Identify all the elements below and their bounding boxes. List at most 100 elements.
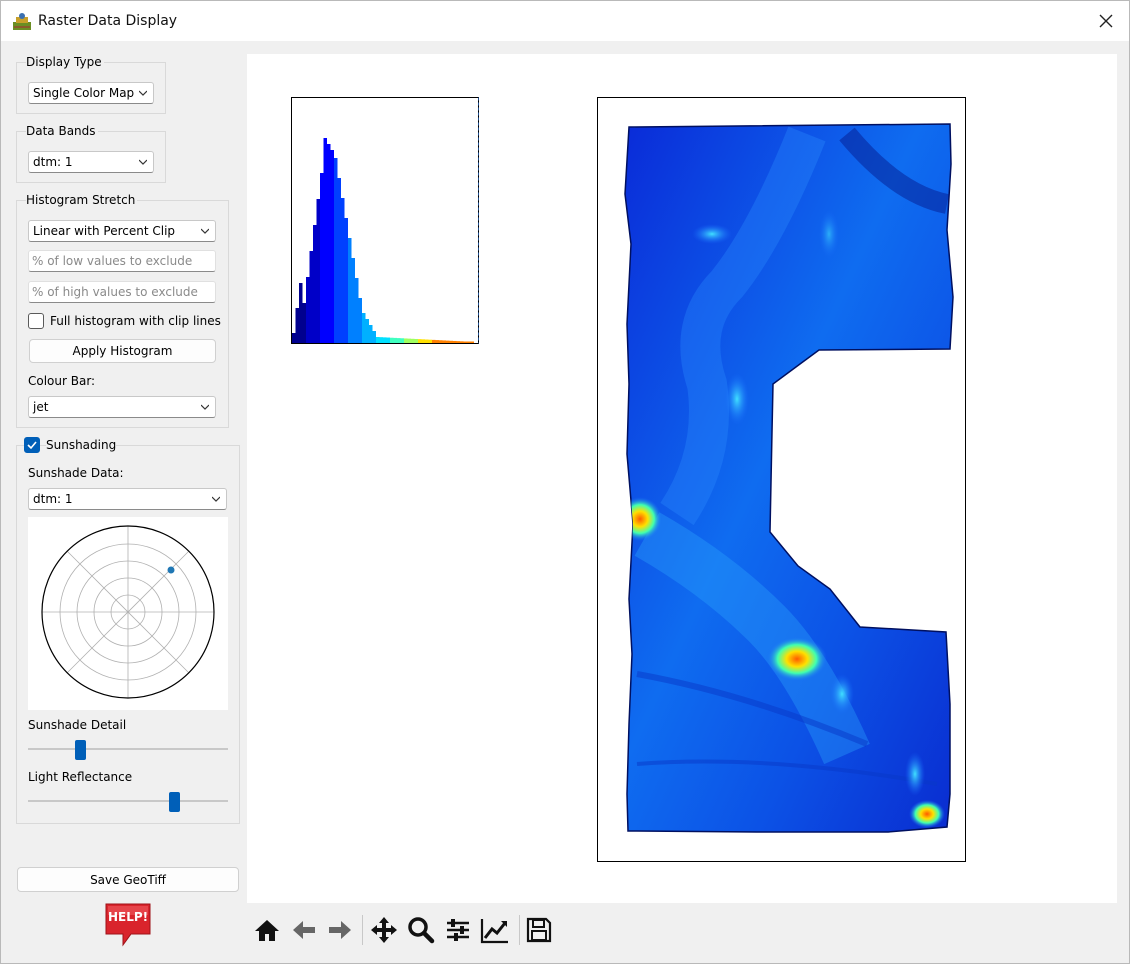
home-icon: [255, 920, 279, 941]
histogram-bar: [400, 338, 404, 343]
histogram-bar: [449, 340, 453, 343]
sunshade-detail-slider-handle[interactable]: [74, 740, 86, 760]
sunshade-data-combo[interactable]: dtm: 1: [28, 488, 227, 510]
histogram-bar: [460, 341, 464, 343]
histogram-bar: [383, 337, 387, 343]
save-figure-button[interactable]: [524, 915, 554, 945]
histogram-bar: [337, 178, 341, 343]
display-type-combo[interactable]: Single Color Map: [28, 82, 154, 104]
histogram-bar: [404, 338, 408, 343]
histogram-bar: [295, 308, 299, 343]
chevron-down-icon: [201, 404, 209, 410]
raster-image: [624, 123, 954, 833]
sunshading-checkbox[interactable]: [24, 437, 40, 453]
histogram-bar: [439, 340, 443, 343]
sunshade-data-label: Sunshade Data:: [28, 466, 124, 480]
check-icon: [27, 441, 37, 450]
stretch-method-value: Linear with Percent Clip: [33, 224, 176, 238]
pan-button[interactable]: [369, 915, 399, 945]
histogram-bar: [442, 340, 446, 343]
full-histogram-checkbox[interactable]: [28, 313, 44, 329]
histogram-bar: [320, 173, 324, 343]
forward-button[interactable]: [325, 915, 355, 945]
save-geotiff-label: Save GeoTiff: [90, 872, 166, 887]
full-histogram-label: Full histogram with clip lines: [50, 314, 221, 328]
colour-bar-combo[interactable]: jet: [28, 396, 216, 418]
high-exclude-input[interactable]: % of high values to exclude: [28, 281, 216, 303]
histogram-bar: [365, 319, 369, 343]
light-reflectance-slider-handle[interactable]: [168, 792, 180, 812]
histogram-bar: [463, 341, 467, 343]
chevron-down-icon: [212, 496, 220, 502]
help-button[interactable]: HELP!: [103, 901, 153, 949]
colour-bar-label: Colour Bar:: [28, 374, 96, 388]
histogram-bar: [446, 340, 450, 343]
histogram-bar: [372, 331, 376, 343]
sunshade-detail-track[interactable]: [28, 748, 228, 750]
histogram-bar: [369, 325, 373, 343]
histogram-bar: [362, 313, 366, 343]
histogram-bar: [302, 303, 306, 343]
histogram-bar: [425, 339, 429, 343]
apply-histogram-button[interactable]: Apply Histogram: [29, 339, 216, 363]
histogram-bar: [348, 238, 352, 343]
histogram-bar: [418, 339, 422, 343]
chevron-down-icon: [139, 159, 147, 165]
help-label: HELP!: [108, 910, 149, 924]
configure-subplots-button[interactable]: [443, 915, 473, 945]
back-button[interactable]: [289, 915, 319, 945]
low-exclude-input[interactable]: % of low values to exclude: [28, 250, 216, 272]
chevron-down-icon: [139, 90, 147, 96]
histogram-bar: [456, 341, 460, 343]
histogram-bar: [327, 144, 331, 343]
data-bands-title: Data Bands: [26, 124, 98, 138]
histogram-bar: [467, 341, 471, 343]
histogram-bar: [306, 277, 310, 343]
zoom-button[interactable]: [406, 915, 436, 945]
chevron-down-icon: [201, 228, 209, 234]
title-bar: Raster Data Display: [1, 1, 1129, 41]
back-arrow-icon: [293, 921, 315, 939]
pan-icon: [371, 917, 397, 943]
display-type-value: Single Color Map: [33, 86, 135, 100]
sun-position-marker: [167, 566, 175, 574]
histogram-bar: [292, 333, 296, 343]
save-icon: [526, 917, 552, 943]
zoom-icon: [408, 917, 435, 944]
window-title: Raster Data Display: [38, 13, 178, 29]
histogram-bar: [453, 340, 457, 343]
save-geotiff-button[interactable]: Save GeoTiff: [17, 867, 239, 892]
histogram-bar: [428, 339, 432, 343]
histogram-bar: [386, 337, 390, 343]
low-exclude-placeholder: % of low values to exclude: [32, 254, 193, 268]
home-button[interactable]: [252, 915, 282, 945]
histogram-bar: [309, 251, 313, 343]
apply-histogram-label: Apply Histogram: [72, 344, 173, 358]
histogram-bar: [376, 337, 380, 343]
edit-axis-button[interactable]: [480, 915, 510, 945]
data-bands-value: dtm: 1: [33, 155, 73, 169]
histogram-bar: [421, 339, 425, 343]
sunshading-title: Sunshading: [46, 438, 117, 452]
data-bands-combo[interactable]: dtm: 1: [28, 151, 154, 173]
high-exclude-placeholder: % of high values to exclude: [32, 285, 198, 299]
histogram-bar: [411, 338, 415, 343]
light-reflectance-track[interactable]: [28, 800, 228, 802]
histogram-bar: [407, 338, 411, 343]
plot-canvas[interactable]: [247, 54, 1117, 903]
histogram-bar: [414, 338, 418, 343]
stretch-method-combo[interactable]: Linear with Percent Clip: [28, 220, 216, 242]
histogram-bar: [397, 338, 401, 343]
histogram-bar: [316, 199, 320, 343]
edit-axis-icon: [480, 919, 508, 944]
sun-angle-polar-plot[interactable]: [28, 517, 228, 710]
light-reflectance-label: Light Reflectance: [28, 770, 133, 784]
close-button[interactable]: [1083, 1, 1129, 41]
close-icon: [1099, 14, 1113, 28]
forward-arrow-icon: [329, 921, 351, 939]
histogram-bar: [330, 150, 334, 343]
histogram-stretch-title: Histogram Stretch: [26, 193, 138, 207]
histogram-bar: [351, 258, 355, 343]
histogram-bar: [432, 339, 436, 343]
